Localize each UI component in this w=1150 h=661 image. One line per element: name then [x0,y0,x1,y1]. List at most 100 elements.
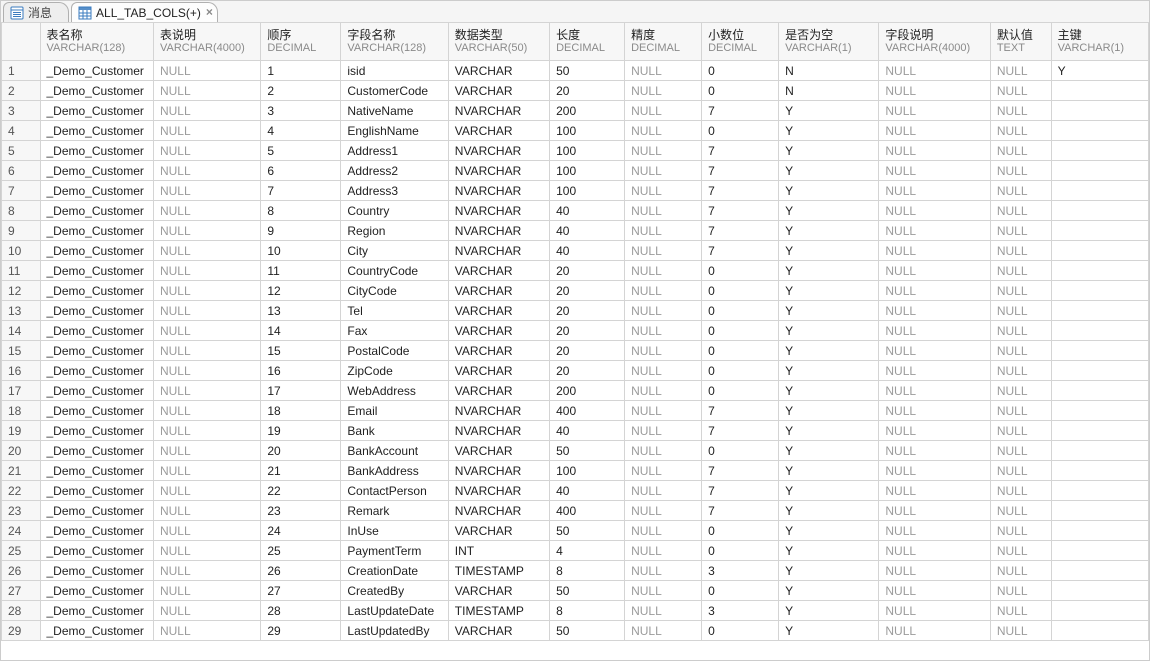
cell[interactable]: Address2 [341,161,448,181]
cell[interactable]: NULL [990,341,1051,361]
cell[interactable]: 25 [261,541,341,561]
cell[interactable]: NULL [625,581,702,601]
cell[interactable]: _Demo_Customer [40,401,153,421]
cell[interactable]: VARCHAR [448,521,549,541]
cell[interactable]: NULL [879,321,990,341]
cell[interactable]: NULL [625,61,702,81]
cell[interactable]: Country [341,201,448,221]
cell[interactable]: Y [779,121,879,141]
cell[interactable]: 40 [550,241,625,261]
cell[interactable]: VARCHAR [448,441,549,461]
cell[interactable]: NULL [625,361,702,381]
cell[interactable]: NULL [153,381,260,401]
cell[interactable]: VARCHAR [448,261,549,281]
cell[interactable] [1051,481,1148,501]
cell[interactable]: 0 [702,361,779,381]
cell[interactable]: NULL [625,161,702,181]
grid-scroll-region[interactable]: 表名称VARCHAR(128)表说明VARCHAR(4000)顺序DECIMAL… [1,22,1149,660]
table-row[interactable]: 2_Demo_CustomerNULL2CustomerCodeVARCHAR2… [2,81,1149,101]
row-number[interactable]: 25 [2,541,41,561]
cell[interactable]: NVARCHAR [448,461,549,481]
cell[interactable]: NULL [625,501,702,521]
cell[interactable]: _Demo_Customer [40,341,153,361]
cell[interactable]: 50 [550,441,625,461]
cell[interactable]: 15 [261,341,341,361]
cell[interactable]: NULL [153,221,260,241]
cell[interactable]: 16 [261,361,341,381]
cell[interactable] [1051,141,1148,161]
cell[interactable]: 400 [550,401,625,421]
cell[interactable]: NVARCHAR [448,501,549,521]
cell[interactable]: PostalCode [341,341,448,361]
cell[interactable] [1051,221,1148,241]
cell[interactable]: 7 [702,461,779,481]
cell[interactable]: 0 [702,521,779,541]
cell[interactable]: _Demo_Customer [40,481,153,501]
cell[interactable]: NULL [153,621,260,641]
cell[interactable]: _Demo_Customer [40,601,153,621]
cell[interactable]: NULL [625,601,702,621]
cell[interactable]: NULL [153,421,260,441]
cell[interactable]: 8 [261,201,341,221]
cell[interactable]: 21 [261,461,341,481]
cell[interactable]: NULL [625,301,702,321]
cell[interactable]: 19 [261,421,341,441]
cell[interactable]: NULL [879,421,990,441]
cell[interactable]: NULL [990,381,1051,401]
cell[interactable]: NULL [879,101,990,121]
cell[interactable]: 0 [702,301,779,321]
cell[interactable]: NULL [879,161,990,181]
cell[interactable]: NativeName [341,101,448,121]
cell[interactable]: NULL [990,261,1051,281]
row-number[interactable]: 7 [2,181,41,201]
cell[interactable]: NULL [153,601,260,621]
cell[interactable] [1051,361,1148,381]
cell[interactable]: EnglishName [341,121,448,141]
cell[interactable]: 100 [550,141,625,161]
cell[interactable]: ZipCode [341,361,448,381]
cell[interactable]: CreatedBy [341,581,448,601]
cell[interactable]: Y [779,421,879,441]
row-number[interactable]: 21 [2,461,41,481]
cell[interactable]: 0 [702,81,779,101]
tab-0[interactable]: 消息 [3,2,69,22]
column-header[interactable]: 字段名称VARCHAR(128) [341,23,448,61]
table-row[interactable]: 14_Demo_CustomerNULL14FaxVARCHAR20NULL0Y… [2,321,1149,341]
cell[interactable]: 0 [702,61,779,81]
cell[interactable]: Y [779,101,879,121]
cell[interactable]: NULL [625,241,702,261]
cell[interactable]: NULL [990,621,1051,641]
table-row[interactable]: 15_Demo_CustomerNULL15PostalCodeVARCHAR2… [2,341,1149,361]
cell[interactable]: 13 [261,301,341,321]
cell[interactable]: NULL [879,261,990,281]
table-row[interactable]: 11_Demo_CustomerNULL11CountryCodeVARCHAR… [2,261,1149,281]
row-number-header[interactable] [2,23,41,61]
cell[interactable]: NULL [990,581,1051,601]
cell[interactable]: 0 [702,541,779,561]
table-row[interactable]: 23_Demo_CustomerNULL23RemarkNVARCHAR400N… [2,501,1149,521]
cell[interactable]: 20 [550,301,625,321]
cell[interactable]: 7 [702,141,779,161]
cell[interactable]: Fax [341,321,448,341]
cell[interactable]: 7 [702,401,779,421]
cell[interactable]: 7 [702,101,779,121]
row-number[interactable]: 20 [2,441,41,461]
cell[interactable]: Y [779,601,879,621]
cell[interactable]: Email [341,401,448,421]
cell[interactable]: NULL [625,81,702,101]
cell[interactable]: NULL [153,121,260,141]
row-number[interactable]: 4 [2,121,41,141]
cell[interactable]: NULL [625,401,702,421]
cell[interactable]: NULL [153,461,260,481]
cell[interactable]: Y [779,201,879,221]
cell[interactable]: NULL [879,561,990,581]
cell[interactable]: 7 [702,201,779,221]
cell[interactable]: NULL [990,501,1051,521]
cell[interactable] [1051,261,1148,281]
cell[interactable]: NULL [153,281,260,301]
cell[interactable]: _Demo_Customer [40,541,153,561]
cell[interactable]: NULL [625,281,702,301]
cell[interactable]: 20 [550,361,625,381]
cell[interactable]: 5 [261,141,341,161]
cell[interactable]: NULL [879,141,990,161]
